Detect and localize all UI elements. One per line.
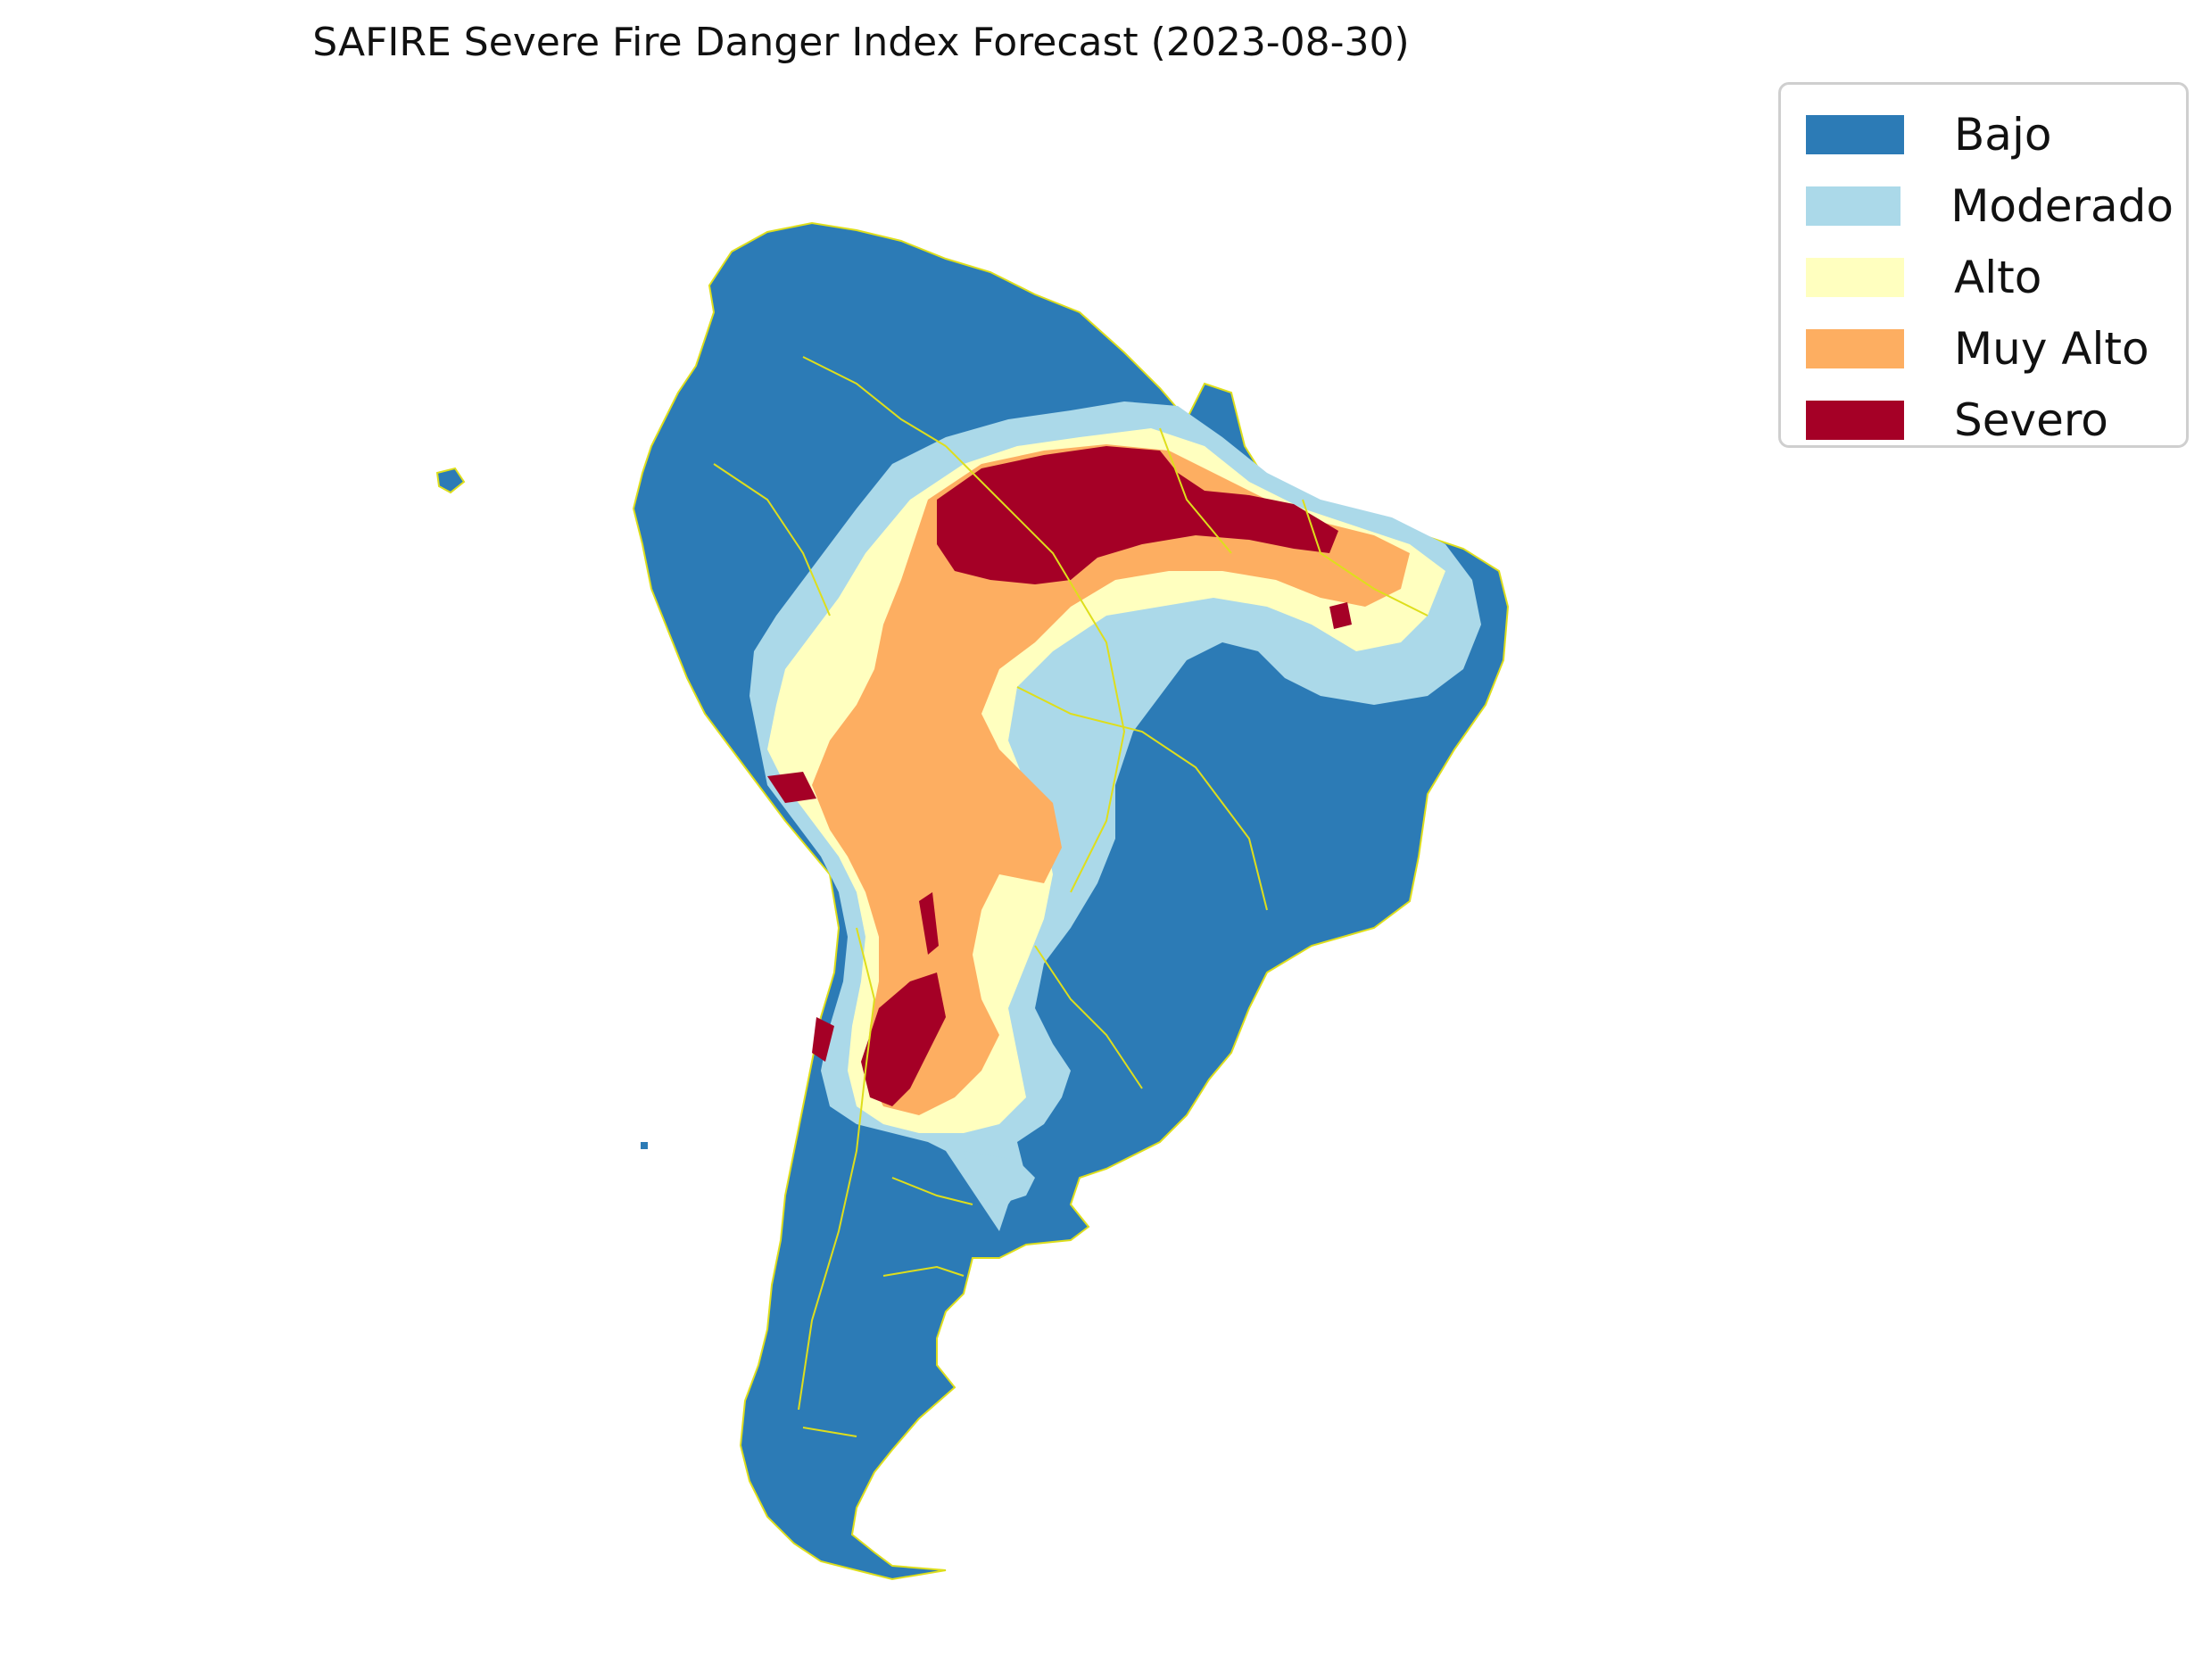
legend: Bajo Moderado Alto Muy Alto Severo — [1778, 82, 2189, 448]
severo-area-andes — [919, 892, 939, 955]
legend-item-bajo: Bajo — [1793, 99, 2174, 170]
legend-item-alto: Alto — [1793, 242, 2174, 313]
muy-alto-area — [812, 444, 1410, 1115]
severo-area-coast — [812, 1017, 834, 1062]
severo-area-northeast — [1329, 602, 1352, 629]
legend-label-alto: Alto — [1954, 252, 2042, 303]
severo-area-central-west — [767, 772, 816, 803]
legend-swatch-alto — [1806, 258, 1904, 297]
island-small — [641, 1142, 648, 1149]
legend-label-severo: Severo — [1954, 394, 2108, 446]
legend-label-bajo: Bajo — [1954, 109, 2052, 161]
legend-item-muy-alto: Muy Alto — [1793, 313, 2174, 385]
legend-swatch-muy-alto — [1806, 329, 1904, 368]
legend-swatch-moderado — [1806, 186, 1901, 226]
legend-item-moderado: Moderado — [1793, 170, 2174, 242]
legend-swatch-severo — [1806, 401, 1904, 440]
legend-label-moderado: Moderado — [1950, 180, 2174, 232]
moderado-area-south — [964, 1151, 1035, 1204]
map-title: SAFIRE Severe Fire Danger Index Forecast… — [312, 20, 1410, 65]
severo-area-chile — [861, 972, 946, 1106]
island-galapagos — [435, 467, 466, 494]
legend-swatch-bajo — [1806, 115, 1904, 154]
legend-label-muy-alto: Muy Alto — [1954, 323, 2149, 375]
legend-item-severo: Severo — [1793, 385, 2174, 456]
country-borders — [713, 356, 1428, 1437]
severo-area-north — [937, 446, 1338, 584]
